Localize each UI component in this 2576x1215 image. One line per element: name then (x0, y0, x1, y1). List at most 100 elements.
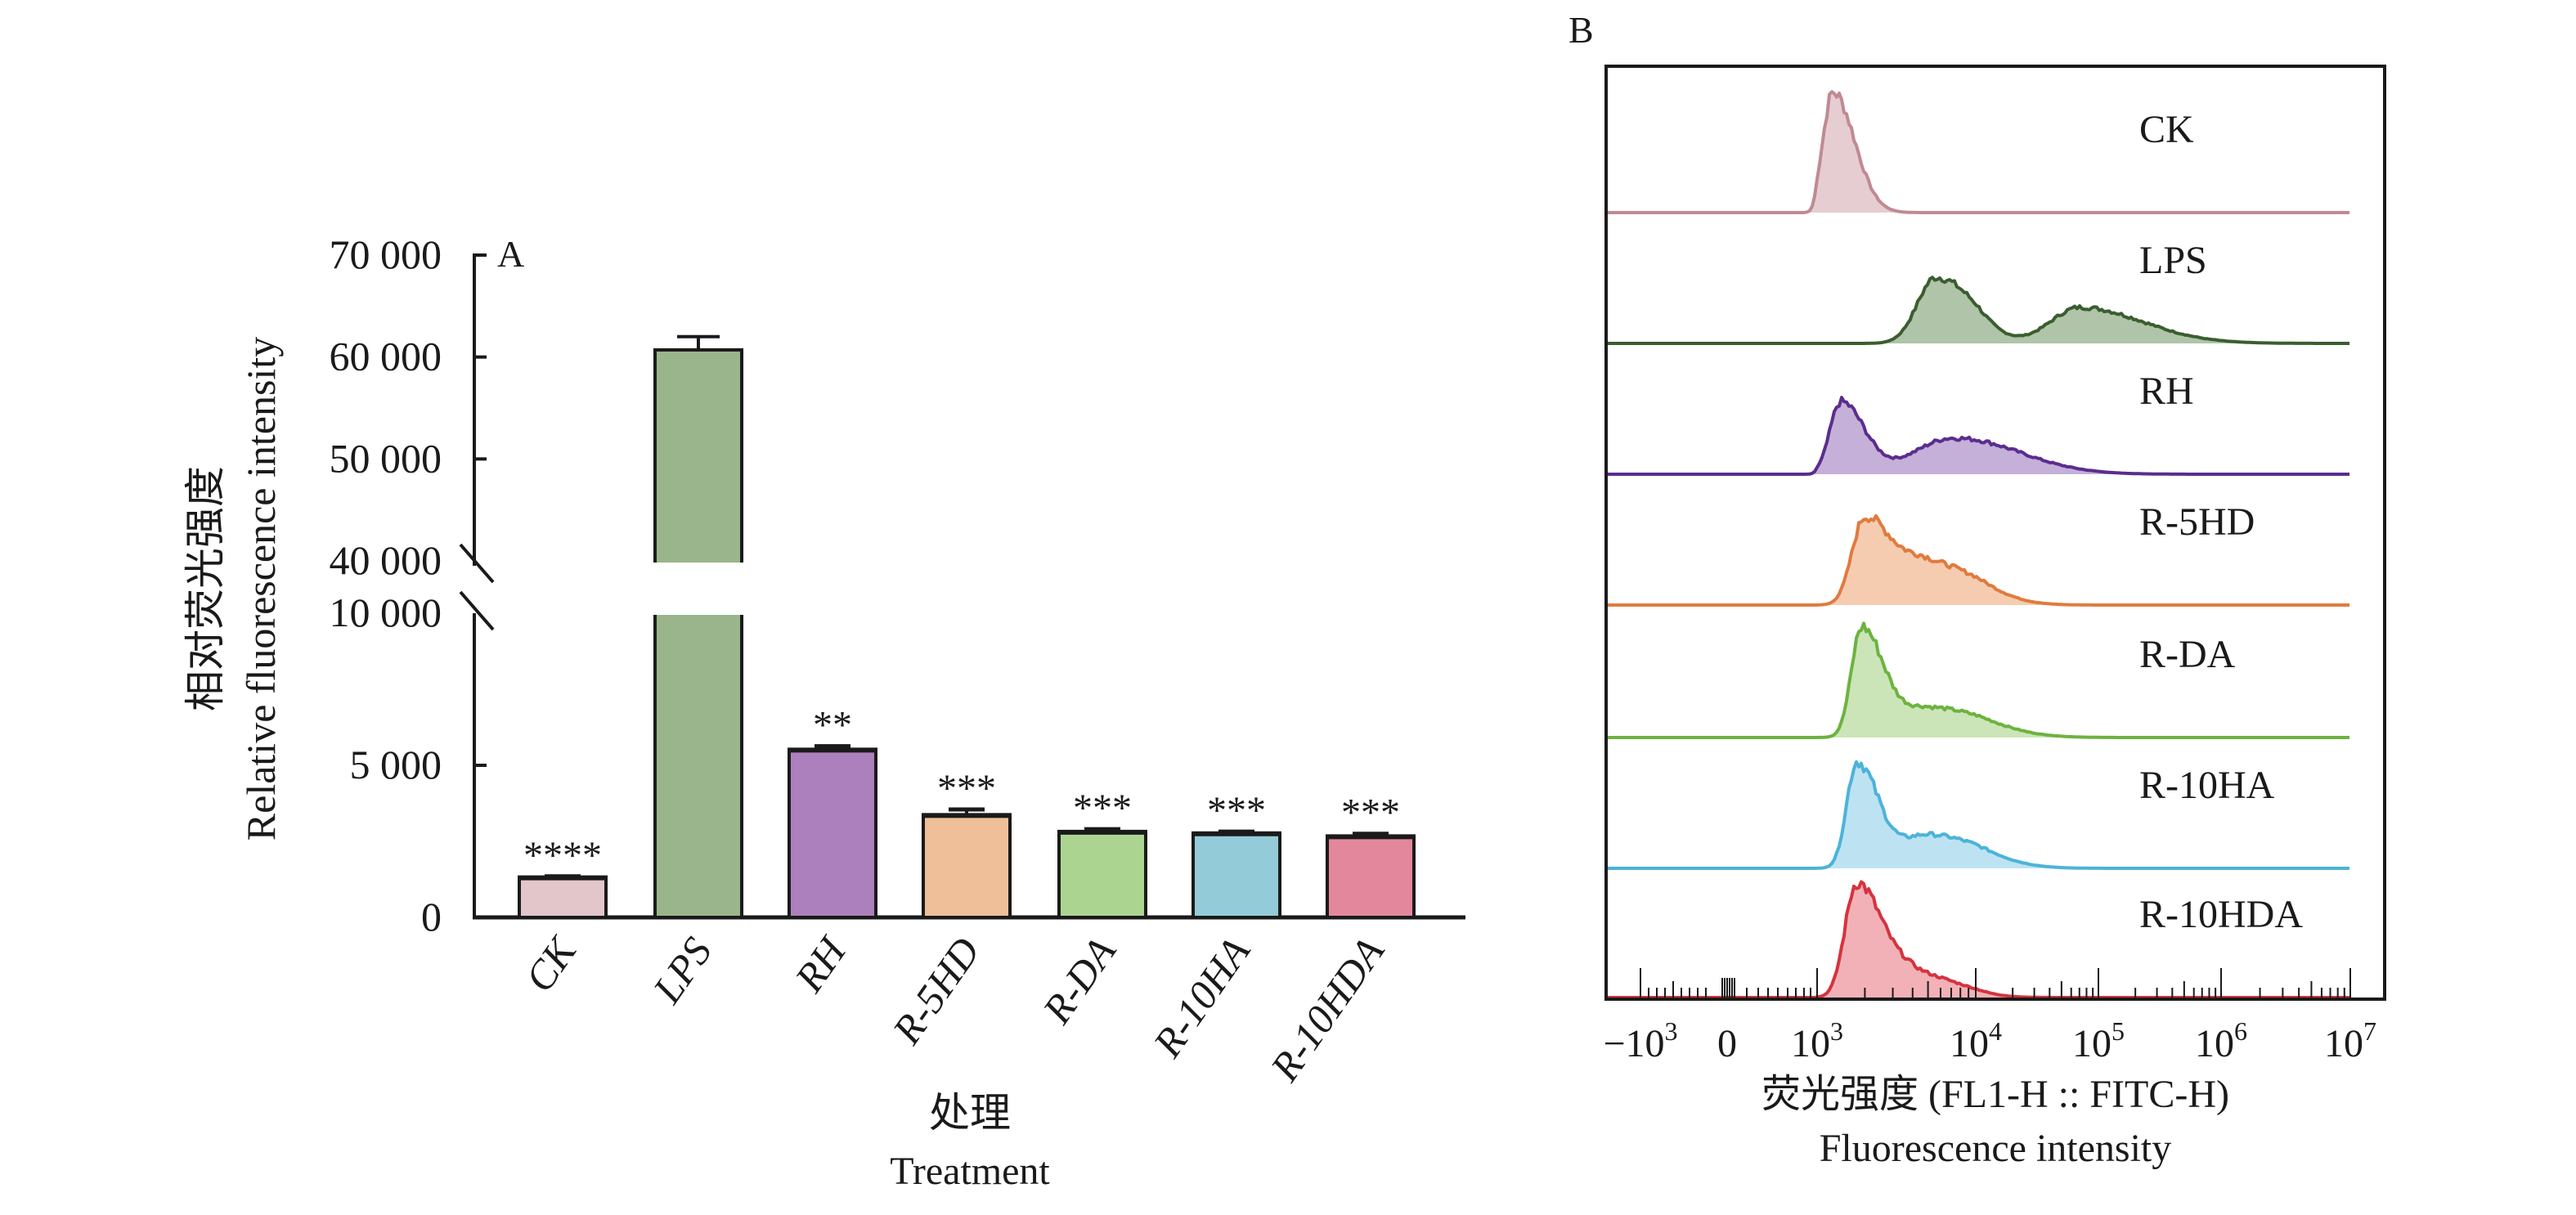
panel-b-minor-ticks (1640, 968, 2351, 999)
bar-upper-segment (653, 347, 743, 566)
panel-b-x-axis-title-cn: 荧光强度 (FL1-H :: FITC-H) (1761, 1073, 2229, 1116)
x-tick-exponent: 3 (1830, 1016, 1843, 1046)
bar (788, 748, 877, 920)
bar (1326, 835, 1416, 919)
x-tick-label: 107 (2324, 1016, 2376, 1065)
panel-b-x-axis-title: Fluorescence intensity (1820, 1127, 2172, 1170)
bar-group-ck: **** (518, 834, 608, 920)
bar (518, 876, 608, 920)
histogram-label: CK (2139, 108, 2194, 151)
y-tick-label: 10 000 (330, 590, 442, 635)
x-tick-label: 105 (2072, 1016, 2125, 1065)
y-tick-label: 70 000 (330, 231, 442, 277)
x-axis-title-cn: 处理 (929, 1090, 1011, 1136)
x-tick-label: LPS (644, 929, 720, 1011)
bar (1057, 830, 1147, 920)
panel-a-y-ticks: 40 000 50 000 60 000 70 000 0 5 000 10 000 (330, 231, 487, 939)
significance-label: **** (523, 834, 602, 877)
histogram-fill (1606, 515, 2349, 605)
histogram-fill (1606, 277, 2349, 343)
panel-b-frame (1604, 65, 2386, 1001)
histogram-label: R-10HA (2139, 764, 2275, 807)
y-tick-label: 0 (421, 894, 442, 939)
x-tick-label: 104 (1950, 1016, 2002, 1065)
histogram-fill (1606, 92, 2349, 213)
histogram-line (1606, 621, 2349, 739)
panel-b-label: B (1568, 9, 1594, 51)
x-tick-label: 106 (2195, 1016, 2247, 1065)
panel-b-histogram-stack: CK LPS RH R-5HD R-DA R-10HA R-10HDA (1606, 90, 2349, 999)
histogram-label: LPS (2139, 239, 2207, 282)
panel-b-x-tick-labels: −103 0 103 104 105 106 107 (1603, 1016, 2376, 1065)
y-tick-label: 50 000 (330, 435, 442, 481)
bar-group-r-5hd: *** (922, 767, 1012, 920)
histogram-line (1606, 276, 2349, 345)
bar (1192, 832, 1281, 920)
x-tick-label: R-DA (1033, 929, 1124, 1033)
x-tick-base: 0 (1717, 1022, 1737, 1065)
histogram-line (1606, 90, 2349, 214)
bar-group-lps (653, 334, 743, 919)
x-tick-base: −10 (1603, 1022, 1664, 1065)
significance-label: *** (1341, 791, 1400, 835)
x-tick-label: R-10HDA (1261, 929, 1393, 1090)
histogram-r-5hd: R-5HD (1606, 500, 2349, 607)
significance-label: *** (1207, 789, 1266, 832)
x-tick-exponent: 3 (1665, 1016, 1678, 1046)
histogram-label: RH (2139, 370, 2194, 413)
histogram-ck: CK (1606, 90, 2349, 214)
panel-a-label: A (497, 233, 524, 275)
bar-group-r-10hda: *** (1326, 791, 1416, 919)
x-tick-label: R-10HA (1144, 929, 1259, 1066)
x-axis-title: Treatment (890, 1150, 1050, 1193)
histogram-fill (1606, 761, 2349, 868)
x-tick-exponent: 7 (2363, 1016, 2376, 1046)
x-tick-base: 10 (2195, 1022, 2234, 1065)
panel-a-bars: ********* *** *** *** (518, 334, 1416, 920)
bar-lower-segment (653, 612, 743, 919)
histogram-line (1606, 396, 2349, 476)
x-tick-label: CK (516, 927, 586, 1000)
significance-label: *** (1073, 787, 1132, 830)
x-tick-base: 10 (1791, 1022, 1830, 1065)
y-tick-label: 40 000 (330, 537, 442, 583)
histogram-r-10hda: R-10HDA (1606, 880, 2349, 999)
histogram-label: R-DA (2139, 633, 2236, 676)
x-tick-exponent: 4 (1989, 1016, 2002, 1046)
significance-label: ** (813, 704, 852, 747)
x-tick-base: 10 (2072, 1022, 2112, 1065)
y-axis-title: Relative fluorescence intensity (238, 337, 284, 841)
x-tick-label: 103 (1791, 1016, 1843, 1065)
histogram-label: R-5HD (2139, 500, 2255, 544)
x-tick-label: R-5HD (883, 929, 989, 1052)
bar-group-r-da: *** (1057, 787, 1147, 920)
significance-label: *** (937, 767, 996, 810)
x-tick-label: RH (785, 927, 855, 1001)
bar (922, 814, 1012, 920)
x-tick-base: 10 (1950, 1022, 1989, 1065)
panel-a-bar-chart: A 相对荧光强度 Relative fluorescence intensity… (182, 231, 1465, 1193)
histogram-line (1606, 760, 2349, 870)
x-tick-exponent: 5 (2112, 1016, 2125, 1046)
y-tick-label: 60 000 (330, 334, 442, 379)
y-tick-label: 5 000 (350, 742, 442, 787)
histogram-rh: RH (1606, 370, 2349, 476)
axis-break-mark-lower (459, 590, 495, 631)
y-axis-title-cn: 相对荧光强度 (182, 466, 228, 711)
bar-group-rh: ** (788, 704, 877, 920)
axis-break-mark-upper (459, 543, 495, 584)
histogram-label: R-10HDA (2139, 893, 2303, 936)
panel-a-x-tick-labels: CK LPS RH R-5HD R-DA R-10HA R-10HDA (516, 927, 1393, 1090)
histogram-lps: LPS (1606, 239, 2349, 345)
x-tick-base: 10 (2324, 1022, 2363, 1065)
bar-break-gap (653, 610, 743, 615)
x-tick-exponent: 6 (2234, 1016, 2247, 1046)
histogram-fill (1606, 397, 2349, 474)
histogram-r-10ha: R-10HA (1606, 760, 2349, 870)
histogram-fill (1606, 623, 2349, 738)
histogram-line (1606, 513, 2349, 607)
bar-break-gap (653, 563, 743, 567)
bar-group-r-10ha: *** (1192, 789, 1281, 920)
